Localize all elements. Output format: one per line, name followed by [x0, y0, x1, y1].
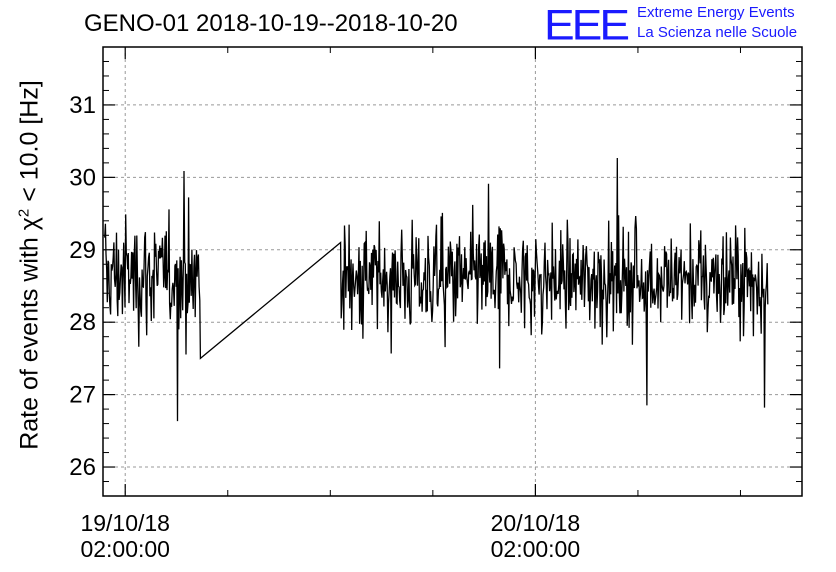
y-tick-label: 27 [69, 382, 96, 409]
y-axis-label-prefix: Rate of events with [15, 230, 44, 450]
y-tick-label: 31 [69, 92, 96, 119]
y-tick-labels: 26 27 28 29 30 31 [69, 92, 96, 481]
rate-line [104, 157, 769, 422]
x-tick-date: 20/10/18 [491, 510, 581, 536]
y-tick-label: 26 [69, 454, 96, 481]
y-axis-label: Rate of events with χ2 < 10.0 [Hz] [15, 80, 44, 450]
axis-ticks [103, 46, 802, 497]
y-tick-label: 29 [69, 237, 96, 264]
logo-line-1: Extreme Energy Events [637, 4, 795, 21]
x-tick-date: 19/10/18 [80, 510, 170, 536]
logo-line-2: La Scienza nelle Scuole [637, 24, 798, 41]
chi-symbol: χ [15, 217, 44, 231]
y-tick-label: 30 [69, 164, 96, 191]
x-tick-time: 02:00:00 [491, 536, 581, 562]
x-tick-time: 02:00:00 [80, 536, 170, 562]
logo-caption: Extreme Energy Events La Scienza nelle S… [637, 3, 797, 43]
plot-frame [102, 46, 803, 497]
y-axis-label-sup: 2 [15, 208, 33, 218]
eee-logo: EEE [544, 0, 630, 49]
y-axis-label-suffix: < 10.0 [Hz] [15, 80, 44, 209]
series-rate [104, 157, 769, 422]
chart-title: GENO-01 2018-10-19--2018-10-20 [84, 10, 458, 37]
grid-lines [103, 47, 802, 496]
y-tick-label: 28 [69, 309, 96, 336]
